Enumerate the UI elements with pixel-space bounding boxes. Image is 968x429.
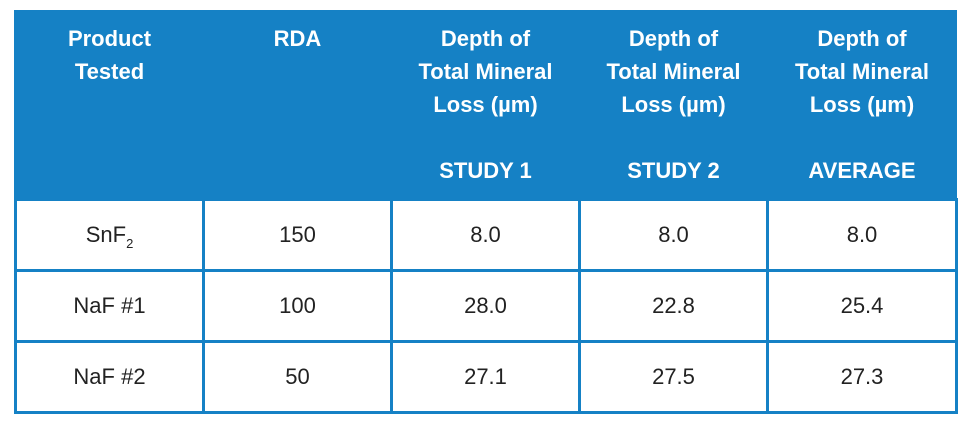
cell-product: NaF #1 bbox=[14, 268, 205, 343]
header-line: Depth of bbox=[628, 26, 719, 51]
header-line: Depth of bbox=[440, 26, 531, 51]
cell-average: 8.0 bbox=[766, 197, 958, 272]
header-average: Depth of Total Mineral Loss (µm) AVERAGE bbox=[767, 10, 957, 199]
cell-rda: 100 bbox=[202, 268, 393, 343]
header-study1: Depth of Total Mineral Loss (µm) STUDY 1 bbox=[391, 10, 580, 199]
cell-rda: 150 bbox=[202, 197, 393, 272]
header-row: Product Tested RDA Depth of Total Minera… bbox=[15, 10, 957, 199]
table-header: Product Tested RDA Depth of Total Minera… bbox=[15, 10, 957, 199]
header-line: Product bbox=[67, 26, 152, 51]
cell-study2: 27.5 bbox=[578, 339, 769, 415]
header-rda: RDA bbox=[203, 10, 392, 199]
header-study-label: STUDY 2 bbox=[627, 158, 720, 183]
mineral-loss-table: Product Tested RDA Depth of Total Minera… bbox=[14, 10, 958, 415]
cell-study1: 28.0 bbox=[390, 268, 581, 343]
results-table-container: Product Tested RDA Depth of Total Minera… bbox=[14, 10, 958, 415]
cell-product: SnF2 bbox=[14, 197, 205, 272]
cell-study1: 8.0 bbox=[390, 197, 581, 272]
table-row: SnF2 150 8.0 8.0 8.0 bbox=[14, 197, 958, 272]
header-line: Depth of bbox=[817, 26, 907, 51]
header-study-label: AVERAGE bbox=[808, 158, 916, 183]
cell-average: 25.4 bbox=[766, 268, 958, 343]
header-product-tested: Product Tested bbox=[15, 10, 204, 199]
cell-study2: 22.8 bbox=[578, 268, 769, 343]
header-line: Total Mineral bbox=[794, 59, 930, 84]
header-line: Total Mineral bbox=[418, 59, 553, 84]
product-subscript: 2 bbox=[126, 235, 134, 251]
table-row: NaF #1 100 28.0 22.8 25.4 bbox=[14, 268, 958, 343]
header-line: Loss (µm) bbox=[809, 92, 915, 117]
table-body: SnF2 150 8.0 8.0 8.0 NaF #1 100 28.0 22.… bbox=[14, 197, 958, 415]
cell-study1: 27.1 bbox=[390, 339, 581, 415]
cell-product: NaF #2 bbox=[14, 339, 205, 415]
product-name: SnF bbox=[85, 221, 127, 247]
table-row: NaF #2 50 27.1 27.5 27.3 bbox=[14, 339, 958, 415]
cell-average: 27.3 bbox=[766, 339, 958, 415]
header-line: RDA bbox=[273, 26, 322, 51]
cell-rda: 50 bbox=[202, 339, 393, 415]
header-study2: Depth of Total Mineral Loss (µm) STUDY 2 bbox=[579, 10, 768, 199]
header-line: Loss (µm) bbox=[621, 92, 726, 117]
header-line: Tested bbox=[74, 59, 145, 84]
cell-study2: 8.0 bbox=[578, 197, 769, 272]
header-line: Loss (µm) bbox=[433, 92, 538, 117]
header-study-label: STUDY 1 bbox=[439, 158, 532, 183]
header-line: Total Mineral bbox=[606, 59, 741, 84]
